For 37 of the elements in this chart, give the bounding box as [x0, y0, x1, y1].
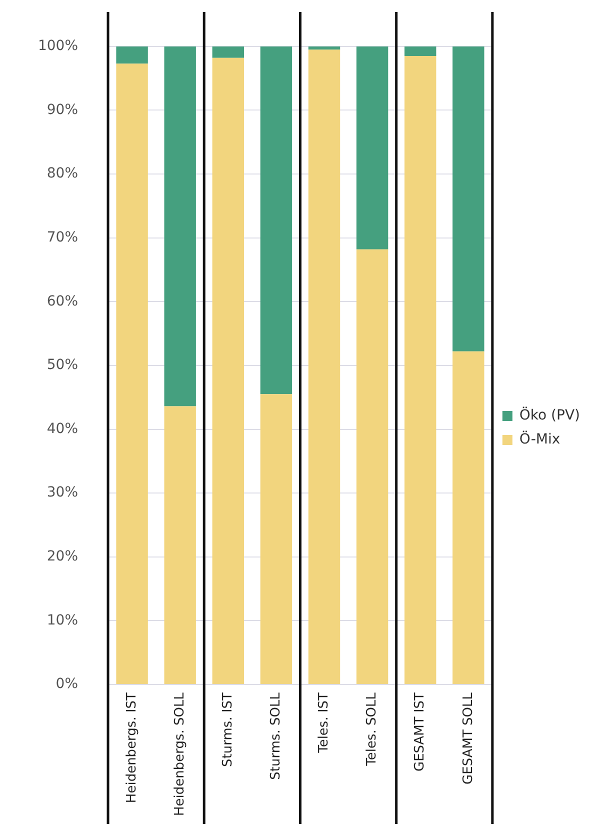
legend-label: Öko (PV): [519, 406, 580, 424]
bar: [308, 46, 340, 50]
y-tick-label: 0%: [56, 676, 78, 692]
bar: [308, 50, 340, 684]
y-tick-label: 80%: [46, 166, 78, 182]
bar: [212, 46, 244, 58]
y-tick-label: 100%: [38, 38, 78, 54]
bar: [260, 46, 292, 394]
bar: [404, 46, 436, 56]
y-tick-label: 40%: [46, 420, 78, 437]
x-tick-label: Heidenbergs. IST: [124, 692, 140, 804]
x-tick-label: Teles. SOLL: [364, 692, 380, 767]
bar: [116, 64, 148, 684]
y-tick-label: 60%: [46, 293, 78, 310]
y-tick-label: 20%: [46, 548, 78, 565]
bar: [452, 46, 484, 352]
bar: [164, 46, 196, 406]
legend-label: Ö-Mix: [519, 430, 560, 448]
x-tick-label: GESAMT SOLL: [460, 692, 476, 784]
x-tick-label: Heidenbergs. SOLL: [172, 692, 188, 816]
bar: [260, 394, 292, 684]
y-tick-label: 90%: [46, 102, 78, 118]
bar: [116, 46, 148, 64]
bar: [404, 56, 436, 684]
y-tick-label: 10%: [46, 612, 78, 628]
x-tick-label: Sturms. SOLL: [268, 692, 284, 780]
y-tick-label: 70%: [46, 229, 78, 246]
bar: [356, 46, 388, 250]
x-tick-label: Teles. IST: [316, 692, 332, 754]
x-tick-label: Sturms. IST: [220, 692, 236, 767]
y-tick-label: 30%: [46, 484, 78, 501]
bar: [356, 249, 388, 684]
x-tick-label: GESAMT IST: [412, 692, 428, 772]
bar: [452, 351, 484, 684]
bar: [164, 406, 196, 684]
y-tick-label: 50%: [46, 357, 78, 374]
bar: [212, 58, 244, 684]
